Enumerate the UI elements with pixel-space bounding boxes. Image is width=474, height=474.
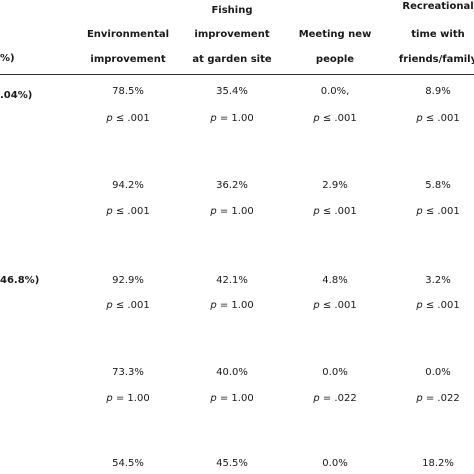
value-cell: 40.0% <box>216 367 248 378</box>
p-value: = 1.00 <box>219 300 254 311</box>
header-line: time with <box>411 29 465 40</box>
value-cell: 42.1% <box>216 275 248 286</box>
header-line: Fishing <box>211 5 253 16</box>
p-value: ≤ .001 <box>425 113 460 124</box>
value-cell: 3.2% <box>425 275 451 286</box>
value-cell: 8.9% <box>425 86 451 97</box>
header-line: improvement <box>90 54 166 65</box>
value-cell: 45.5% <box>216 458 248 469</box>
row-label-header: %) <box>0 53 15 64</box>
row-label: 46.8%) <box>0 275 40 286</box>
header-line: Meeting new <box>298 29 372 40</box>
p-value-cell: p ≤ .001 <box>383 300 474 311</box>
p-value-cell: p ≤ .001 <box>73 300 183 311</box>
value-cell: 5.8% <box>425 180 451 191</box>
p-value: ≤ .001 <box>322 206 357 217</box>
header-rule <box>0 74 474 75</box>
p-symbol: p <box>106 113 113 124</box>
p-symbol: p <box>210 206 217 217</box>
p-value-cell: p = .022 <box>383 393 474 404</box>
p-symbol: p <box>106 393 113 404</box>
p-symbol: p <box>313 393 320 404</box>
row-label: .04%) <box>0 90 33 101</box>
p-value: ≤ .001 <box>425 206 460 217</box>
p-value-cell: p ≤ .001 <box>280 113 390 124</box>
p-value-cell: p = 1.00 <box>73 393 183 404</box>
value-cell: 0.0% <box>322 458 348 469</box>
p-value-cell: p = 1.00 <box>177 206 287 217</box>
p-symbol: p <box>210 300 217 311</box>
column-header-fishing: Fishing improvement at garden site <box>177 0 287 70</box>
p-symbol: p <box>313 113 320 124</box>
p-value-cell: p = .022 <box>280 393 390 404</box>
p-value: ≤ .001 <box>322 300 357 311</box>
p-value-cell: p ≤ .001 <box>280 300 390 311</box>
header-line: Environmental <box>86 29 170 40</box>
p-value: = 1.00 <box>219 113 254 124</box>
p-value-cell: p = 1.00 <box>177 113 287 124</box>
column-header-recreational: Recreational time with friends/family <box>383 0 474 70</box>
p-symbol: p <box>106 206 113 217</box>
p-value: = 1.00 <box>219 393 254 404</box>
value-cell: 73.3% <box>112 367 144 378</box>
value-cell: 92.9% <box>112 275 144 286</box>
value-cell: 94.2% <box>112 180 144 191</box>
p-symbol: p <box>416 393 423 404</box>
header-line: Recreational <box>402 1 474 12</box>
p-symbol: p <box>416 300 423 311</box>
p-value-cell: p ≤ .001 <box>280 206 390 217</box>
p-value-cell: p ≤ .001 <box>73 113 183 124</box>
p-value: ≤ .001 <box>425 300 460 311</box>
p-symbol: p <box>416 113 423 124</box>
p-value: = 1.00 <box>115 393 150 404</box>
column-header-environmental: Environmental improvement <box>73 0 183 70</box>
p-symbol: p <box>106 300 113 311</box>
value-cell: 0.0% <box>322 367 348 378</box>
column-header-meeting: Meeting new people <box>280 0 390 70</box>
value-cell: 35.4% <box>216 86 248 97</box>
p-value: = .022 <box>322 393 357 404</box>
p-value: ≤ .001 <box>322 113 357 124</box>
p-value: = .022 <box>425 393 460 404</box>
value-cell: 78.5% <box>112 86 144 97</box>
p-symbol: p <box>313 300 320 311</box>
p-value: ≤ .001 <box>115 113 150 124</box>
p-value-cell: p ≤ .001 <box>73 206 183 217</box>
value-cell: 4.8% <box>322 275 348 286</box>
p-value-cell: p ≤ .001 <box>383 113 474 124</box>
p-value: ≤ .001 <box>115 206 150 217</box>
header-line: friends/family <box>398 54 474 65</box>
p-value-cell: p ≤ .001 <box>383 206 474 217</box>
value-cell: 0.0% <box>425 367 451 378</box>
p-value-cell: p = 1.00 <box>177 393 287 404</box>
value-cell: 2.9% <box>322 180 348 191</box>
p-symbol: p <box>210 113 217 124</box>
header-line: improvement <box>194 29 270 40</box>
value-cell: 54.5% <box>112 458 144 469</box>
p-symbol: p <box>313 206 320 217</box>
value-cell: 36.2% <box>216 180 248 191</box>
header-line: at garden site <box>192 54 272 65</box>
p-symbol: p <box>210 393 217 404</box>
value-cell: 0.0%, <box>320 86 350 97</box>
p-symbol: p <box>416 206 423 217</box>
p-value-cell: p = 1.00 <box>177 300 287 311</box>
p-value: = 1.00 <box>219 206 254 217</box>
header-line: people <box>315 54 355 65</box>
value-cell: 18.2% <box>422 458 454 469</box>
p-value: ≤ .001 <box>115 300 150 311</box>
